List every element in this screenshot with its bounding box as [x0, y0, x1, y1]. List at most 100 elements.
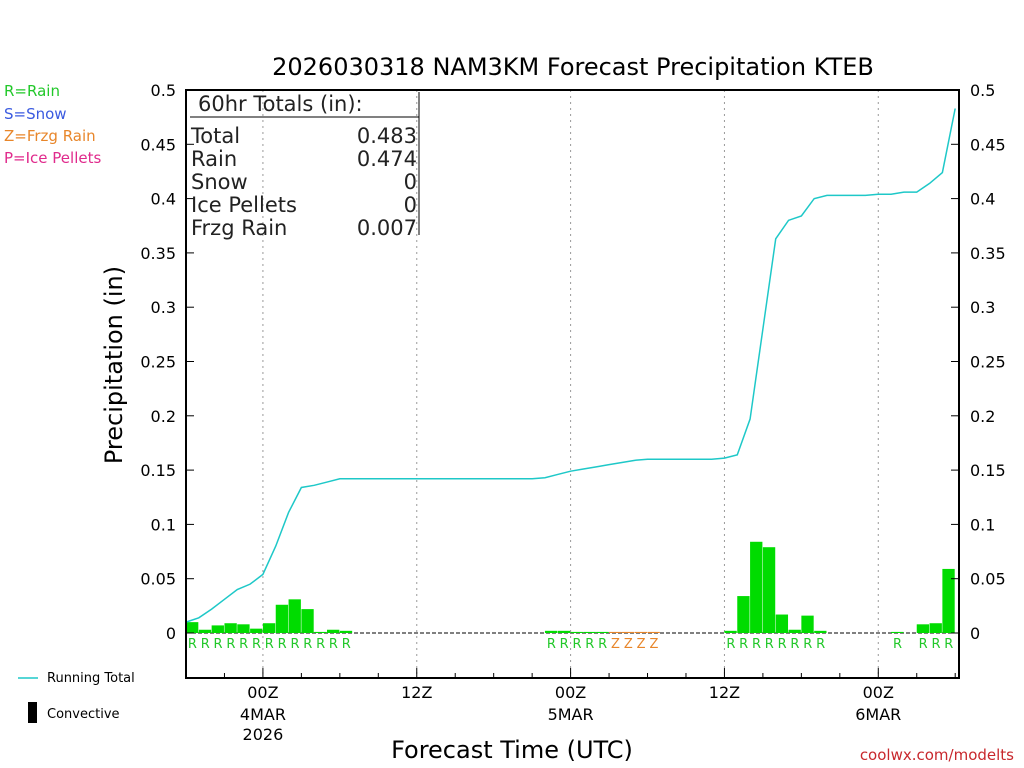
- plot-frame: [185, 89, 960, 679]
- totals-value-snow: 0: [404, 170, 417, 194]
- precip-bar-9: [301, 609, 314, 633]
- y-tick-label-left-0: 0: [166, 624, 176, 643]
- precip-bar-21: [647, 631, 660, 633]
- type-legend: R=Rain S=Snow Z=Frzg Rain P=Ice Pellets: [4, 82, 101, 167]
- precip-type-letter-3: R: [226, 637, 235, 652]
- precip-bar-18: [609, 631, 622, 633]
- precip-type-letter-24: R: [752, 637, 761, 652]
- totals-value-rain: 0.474: [357, 147, 417, 171]
- y-tick-label-right-2: 0.1: [970, 515, 995, 534]
- precip-bar-22: [724, 630, 737, 633]
- precip-type-letter-10: R: [316, 637, 325, 652]
- hourly-precip-bars: [186, 541, 955, 633]
- y-tick-label-left-2: 0.1: [151, 515, 176, 534]
- precip-bar-29: [814, 630, 827, 633]
- precip-type-letter-25: R: [765, 637, 774, 652]
- y-tick-label-right-1: 0.05: [970, 570, 1006, 589]
- precip-bar-3: [224, 623, 237, 633]
- precip-bar-25: [762, 547, 776, 633]
- x-tick-date-2: 5MAR: [548, 705, 594, 724]
- chart-title: 2026030318 NAM3KM Forecast Precipitation…: [272, 53, 874, 81]
- precip-type-letter-30: R: [893, 637, 902, 652]
- precip-type-letter-18: Z: [611, 637, 620, 652]
- precip-type-letter-13: R: [547, 637, 556, 652]
- x-tick-label-4: 00Z: [863, 683, 894, 702]
- running-total-line: [185, 108, 956, 623]
- totals-value-frzg-rain: 0.007: [357, 216, 417, 240]
- totals-header: 60hr Totals (in):: [198, 92, 363, 116]
- x-tick-label-2: 00Z: [555, 683, 586, 702]
- precip-bar-14: [557, 630, 571, 633]
- totals-box: 60hr Totals (in): Total 0.483 Rain 0.474…: [190, 92, 420, 240]
- totals-label-rain: Rain: [191, 147, 237, 171]
- plot-area: [186, 90, 959, 678]
- precip-type-letter-28: R: [803, 637, 812, 652]
- y-tick-label-left-3: 0.15: [140, 461, 176, 480]
- precip-bar-2: [211, 625, 224, 633]
- y-axis-label: Precipitation (in): [100, 266, 128, 464]
- precip-type-letter-11: R: [329, 637, 338, 652]
- x-tick-date-4: 6MAR: [855, 705, 901, 724]
- totals-value-total: 0.483: [357, 124, 417, 148]
- precip-type-letter-27: R: [790, 637, 799, 652]
- x-tick-year-0: 2026: [243, 725, 284, 744]
- credit-text: coolwx.com/modelts: [860, 746, 1014, 764]
- y-tick-label-right-9: 0.45: [970, 135, 1006, 154]
- y-tick-label-right-5: 0.25: [970, 353, 1006, 372]
- x-tick-label-1: 12Z: [401, 683, 432, 702]
- running-total-legend-label: Running Total: [47, 671, 135, 686]
- precip-bar-27: [788, 629, 801, 633]
- convective-legend-label: Convective: [47, 707, 120, 722]
- precip-bar-31: [916, 624, 930, 633]
- precip-bar-12: [339, 630, 353, 633]
- precip-bar-7: [275, 604, 289, 633]
- precip-type-letter-0: R: [188, 637, 197, 652]
- y-tick-label-right-7: 0.35: [970, 244, 1006, 263]
- precip-type-letter-32: R: [931, 637, 940, 652]
- totals-label-ice-pellets: Ice Pellets: [191, 193, 297, 217]
- totals-label-frzg-rain: Frzg Rain: [191, 216, 287, 240]
- precip-type-letter-20: Z: [637, 637, 646, 652]
- y-tick-label-left-9: 0.45: [140, 135, 176, 154]
- precip-bar-11: [327, 629, 340, 633]
- totals-label-total: Total: [190, 124, 240, 148]
- precip-type-letter-22: R: [726, 637, 735, 652]
- precip-type-letter-31: R: [919, 637, 928, 652]
- legend-ice-pellets: P=Ice Pellets: [4, 149, 101, 167]
- y-axis-right: 0 0.05 0.1 0.15 0.2 0.25 0.3 0.35 0.4 0.45 0.5: [951, 81, 1006, 643]
- precip-type-letter-19: Z: [624, 637, 633, 652]
- y-tick-label-right-6: 0.3: [970, 298, 995, 317]
- y-axis-left: 0 0.05 0.1 0.15 0.2 0.25 0.3 0.35 0.4 0.45 0.5: [140, 81, 194, 643]
- precip-bar-32: [929, 623, 942, 633]
- precip-type-letter-9: R: [303, 637, 312, 652]
- precip-bar-17: [596, 631, 609, 633]
- y-tick-label-left-10: 0.5: [151, 81, 176, 100]
- running-total-layer: [185, 108, 956, 623]
- precip-type-letter-6: R: [265, 637, 274, 652]
- precip-bar-33: [942, 568, 955, 633]
- y-tick-label-left-1: 0.05: [140, 570, 176, 589]
- precip-type-letter-23: R: [739, 637, 748, 652]
- precip-type-letter-7: R: [278, 637, 287, 652]
- precip-type-letter-5: R: [252, 637, 261, 652]
- series-legend: Running Total Convective: [18, 671, 135, 723]
- vertical-gridlines: [262, 90, 879, 678]
- precip-bar-16: [583, 631, 596, 633]
- precip-bar-4: [237, 624, 250, 633]
- totals-value-ice-pellets: 0: [404, 193, 417, 217]
- precip-bar-23: [737, 596, 750, 633]
- y-tick-label-right-8: 0.4: [970, 190, 995, 209]
- precip-type-letter-15: R: [572, 637, 581, 652]
- precip-bar-5: [250, 628, 263, 633]
- legend-frzg-rain: Z=Frzg Rain: [4, 127, 96, 145]
- y-tick-label-right-10: 0.5: [970, 81, 995, 100]
- precip-bar-20: [634, 631, 648, 633]
- precip-type-letter-33: R: [944, 637, 953, 652]
- precip-type-letter-21: Z: [649, 637, 658, 652]
- x-tick-label-3: 12Z: [709, 683, 740, 702]
- precip-bar-13: [544, 630, 558, 633]
- x-axis-label: Forecast Time (UTC): [391, 736, 633, 764]
